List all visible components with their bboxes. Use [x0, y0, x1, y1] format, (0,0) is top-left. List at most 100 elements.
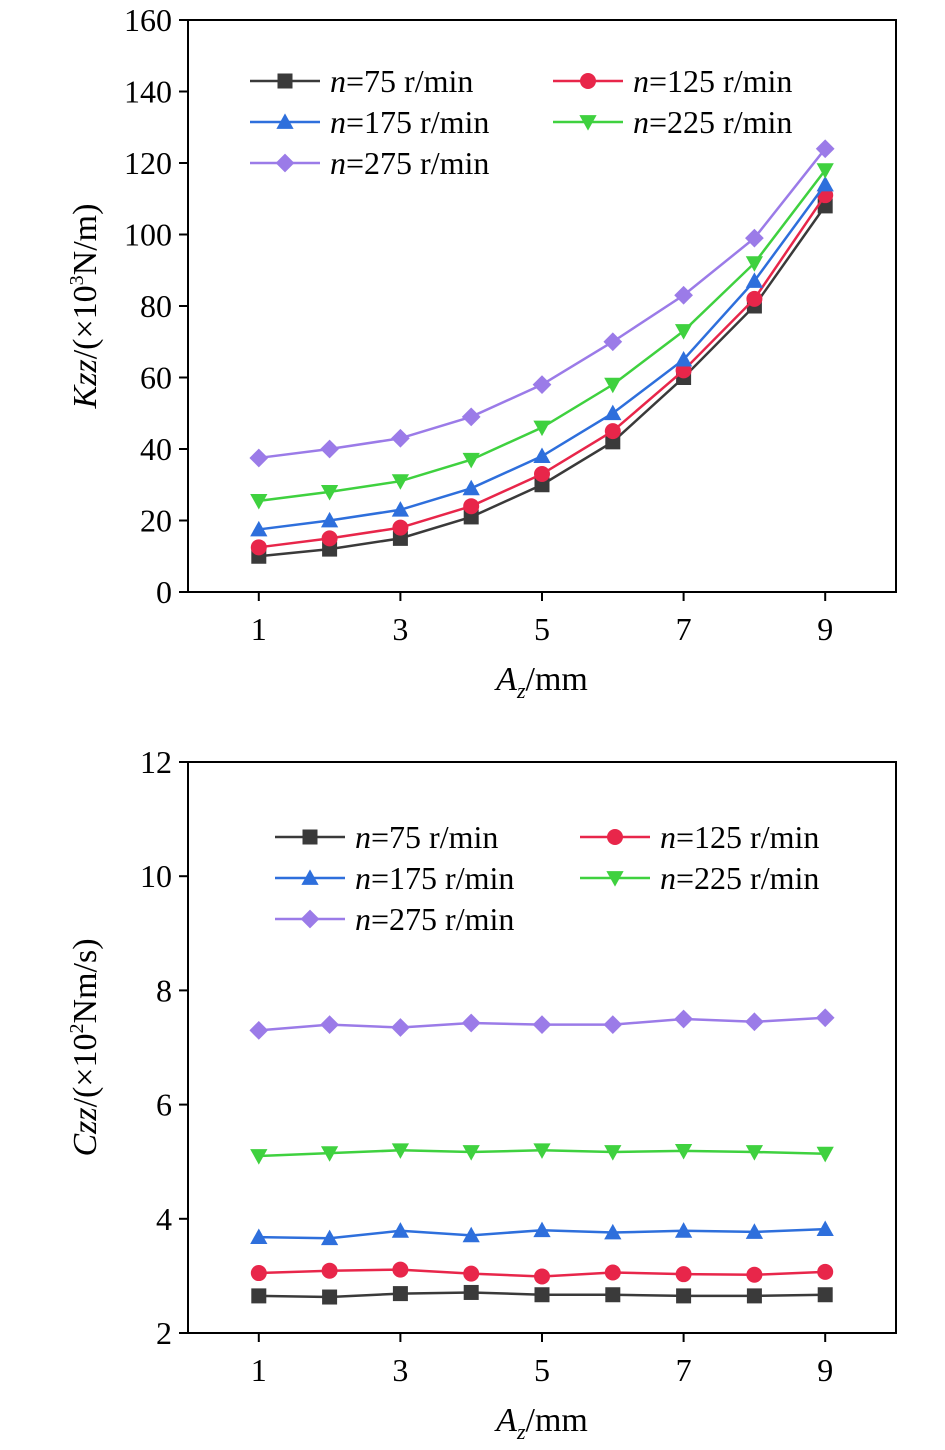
kzz-x-tick-label: 1: [251, 611, 267, 647]
czz-x-tick-label: 5: [534, 1352, 550, 1388]
czz-data-point: [462, 1145, 480, 1161]
czz-y-tick-label: 8: [156, 972, 172, 1008]
czz-legend-marker: [606, 871, 624, 887]
czz-data-point: [320, 1229, 339, 1246]
czz-data-point: [603, 1015, 623, 1035]
czz-x-axis-label: Az/mm: [494, 1402, 588, 1444]
czz-y-tick-label: 4: [156, 1201, 172, 1237]
kzz-y-axis-label: Kzz/(×103N/m): [66, 204, 104, 410]
kzz-data-point: [321, 530, 338, 547]
kzz-data-point: [674, 324, 693, 340]
kzz-series-3: [250, 163, 834, 510]
czz-legend-entry: n=275 r/min: [275, 901, 514, 937]
czz-series-0: [251, 1284, 833, 1305]
czz-legend-entry: n=75 r/min: [275, 819, 498, 855]
czz-data-point: [463, 1265, 480, 1282]
czz-data-point: [251, 1288, 267, 1304]
czz-legend-marker: [607, 829, 623, 845]
kzz-data-point: [816, 175, 834, 192]
kzz-series-line: [258, 147, 827, 460]
czz-data-point: [461, 1013, 481, 1033]
kzz-legend-marker: [277, 73, 293, 89]
kzz-x-tick-label: 5: [534, 611, 550, 647]
czz-data-point: [815, 1008, 835, 1028]
czz-legend-label: n=175 r/min: [355, 860, 514, 896]
czz-series-2: [250, 1220, 834, 1246]
czz-data-point: [462, 1226, 480, 1243]
czz-x-tick-label: 9: [817, 1352, 833, 1388]
czz-y-axis-label: Czz/(×102Nm/s): [66, 938, 104, 1156]
kzz-data-point: [674, 285, 693, 305]
kzz-y-tick-label: 120: [124, 145, 172, 181]
kzz-legend-entry: n=125 r/min: [553, 63, 792, 99]
czz-data-point: [674, 1143, 693, 1160]
czz-series-1: [250, 1261, 834, 1285]
czz-data-point: [816, 1146, 834, 1163]
kzz-y-tick-label: 40: [140, 431, 172, 467]
czz-data-point: [391, 1018, 410, 1037]
kzz-y-tick-label: 0: [156, 574, 172, 610]
kzz-data-point: [604, 377, 622, 394]
czz-data-point: [605, 1287, 621, 1303]
czz-legend-marker: [300, 909, 320, 929]
czz-data-point: [604, 1264, 621, 1281]
czz-data-point: [392, 1261, 409, 1278]
kzz-x-tick-label: 7: [676, 611, 692, 647]
czz-data-point: [604, 1145, 622, 1161]
kzz-y-tick-label: 160: [124, 2, 172, 38]
czz-data-point: [745, 1223, 764, 1239]
kzz-y-tick-label: 20: [140, 503, 172, 539]
czz-data-point: [533, 1143, 551, 1159]
czz-data-point: [816, 1220, 834, 1236]
kzz-data-point: [674, 351, 693, 367]
czz-legend-label: n=75 r/min: [355, 819, 498, 855]
czz-data-point: [817, 1263, 834, 1280]
czz-x-tick-label: 7: [676, 1352, 692, 1388]
kzz-data-point: [603, 332, 623, 352]
czz-data-point: [320, 1015, 339, 1035]
kzz-data-point: [250, 493, 268, 510]
kzz-legend-entry: n=225 r/min: [553, 104, 792, 140]
czz-legend-marker: [301, 869, 319, 885]
czz-data-point: [534, 1268, 550, 1285]
czz-data-point: [676, 1288, 692, 1304]
czz-data-point: [674, 1222, 693, 1238]
czz-x-tick-label: 3: [392, 1352, 408, 1388]
czz-legend-entry: n=125 r/min: [580, 819, 819, 855]
czz-legend-marker: [302, 829, 318, 845]
czz-series-3: [250, 1143, 834, 1165]
kzz-data-point: [462, 452, 480, 469]
czz-data-point: [745, 1012, 764, 1032]
czz-data-point: [249, 1020, 269, 1040]
kzz-data-point: [534, 466, 550, 483]
czz-data-point: [746, 1288, 762, 1304]
kzz-legend-marker: [275, 153, 295, 173]
kzz-legend-label: n=275 r/min: [330, 145, 489, 181]
kzz-data-point: [392, 519, 409, 536]
czz-data-point: [534, 1287, 550, 1303]
czz-data-point: [250, 1265, 267, 1282]
czz-data-point: [675, 1266, 692, 1283]
czz-data-point: [320, 1146, 339, 1162]
kzz-legend-marker: [579, 115, 597, 131]
kzz-data-point: [462, 479, 480, 496]
kzz-data-point: [533, 420, 551, 437]
kzz-data-point: [745, 228, 764, 248]
kzz-chart: 0 20 40 60 80 100 120 140 160 1 3 5 7 9 Az/mm Kzz/(×103…: [66, 2, 897, 703]
kzz-data-point: [745, 256, 764, 272]
kzz-data-point: [391, 501, 410, 517]
kzz-y-tick-label: 100: [124, 217, 172, 253]
czz-data-point: [533, 1221, 551, 1238]
kzz-y-tick-label: 140: [124, 74, 172, 110]
kzz-data-point: [250, 520, 268, 537]
czz-data-point: [322, 1289, 338, 1305]
czz-legend-label: n=275 r/min: [355, 901, 514, 937]
kzz-legend-marker: [580, 73, 596, 89]
kzz-legend-label: n=225 r/min: [633, 104, 792, 140]
czz-data-point: [391, 1222, 410, 1238]
kzz-series-2: [250, 175, 834, 537]
czz-data-point: [250, 1228, 268, 1244]
kzz-legend-entry: n=175 r/min: [250, 104, 489, 140]
czz-data-point: [463, 1284, 479, 1300]
